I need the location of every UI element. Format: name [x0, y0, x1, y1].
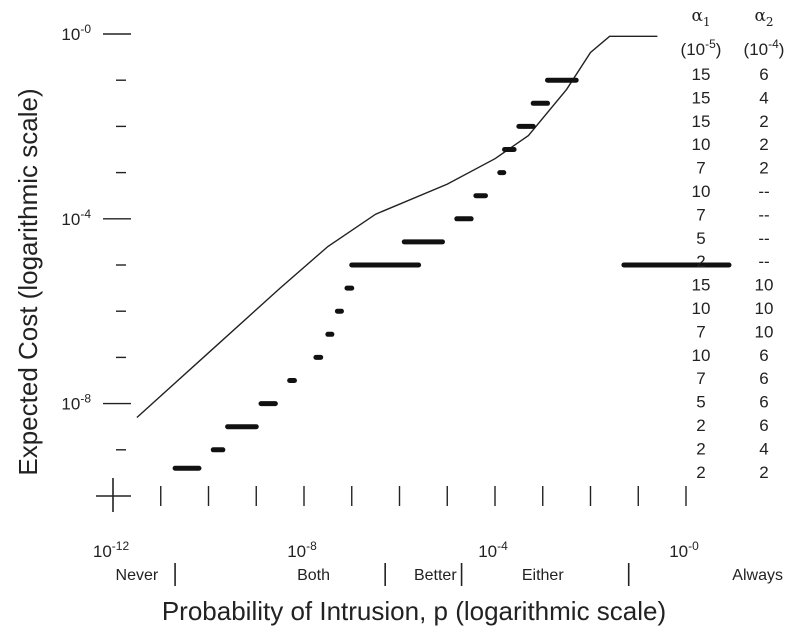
alpha1-value: 7	[696, 322, 705, 341]
alpha1-value: 5	[696, 393, 705, 412]
y-tick-label: 10-8	[61, 392, 91, 414]
alpha1-value: 10	[692, 135, 711, 154]
alpha1-value: 2	[696, 416, 705, 435]
y-tick-label: 10-0	[61, 22, 91, 44]
alpha1-value: 2	[696, 439, 705, 458]
alpha1-value: 15	[692, 276, 711, 295]
alpha1-value: 15	[692, 65, 711, 84]
alpha2-value: 2	[759, 159, 768, 178]
region-label: Better	[414, 567, 457, 584]
alpha-header-unit: (10-4)	[744, 37, 785, 59]
alpha2-value: 6	[759, 393, 768, 412]
alpha1-value: 7	[696, 369, 705, 388]
region-label: Either	[522, 567, 564, 584]
alpha2-value: 6	[759, 369, 768, 388]
decision-regions: Never Both Better Either Always	[116, 563, 783, 586]
alpha2-value: 10	[755, 322, 774, 341]
tick-labels: 10-12 10-8 10-4 10-0 10-0 10-4 10-8	[61, 22, 699, 561]
alpha2-value: 4	[759, 439, 768, 458]
alpha2-value: --	[758, 229, 769, 248]
alpha1-value: 7	[696, 159, 705, 178]
alpha1-value: 5	[696, 229, 705, 248]
alpha2-value: --	[758, 205, 769, 224]
alpha2-value: 4	[759, 88, 768, 107]
region-label: Both	[297, 567, 330, 584]
x-tick-label: 10-0	[669, 539, 699, 561]
tick-marks	[103, 33, 687, 506]
y-axis-label: Expected Cost (logarithmic scale)	[13, 88, 43, 475]
alpha2-value: 6	[759, 346, 768, 365]
alpha2-value: 10	[755, 299, 774, 318]
region-label: Never	[116, 567, 159, 584]
alpha2-value: 10	[755, 276, 774, 295]
alpha2-value: 2	[759, 135, 768, 154]
alpha2-value: 6	[759, 65, 768, 84]
alpha-table: α1 (10-5) α2 (10-4) 15 6 15 4 15 2 10 2 7 2 10 -- 7 -- 5 --…	[681, 6, 785, 482]
x-tick-label: 10-4	[478, 539, 508, 561]
x-tick-label: 10-12	[93, 539, 130, 561]
alpha1-value: 7	[696, 205, 705, 224]
cost-curve-layer	[136, 35, 658, 419]
axes	[96, 478, 131, 512]
alpha2-value: --	[758, 252, 769, 271]
alpha-header-unit: (10-5)	[681, 37, 722, 59]
alpha1-value: 10	[692, 299, 711, 318]
alpha1-value: 2	[696, 252, 705, 271]
alpha1-value: 15	[692, 112, 711, 131]
alpha-header-symbol: α2	[754, 6, 773, 29]
alpha1-value: 2	[696, 463, 705, 482]
y-tick-label: 10-4	[61, 207, 91, 229]
region-label: Always	[732, 567, 783, 584]
x-axis-label: Probability of Intrusion, p (logarithmic…	[162, 596, 666, 626]
alpha2-value: 2	[759, 463, 768, 482]
alpha2-value: 2	[759, 112, 768, 131]
alpha1-value: 10	[692, 346, 711, 365]
cost-curve	[136, 35, 658, 419]
alpha-header-symbol: α1	[691, 6, 710, 29]
alpha1-value: 15	[692, 88, 711, 107]
alpha2-value: 6	[759, 416, 768, 435]
data-segments	[172, 77, 732, 471]
alpha1-value: 10	[692, 182, 711, 201]
x-tick-label: 10-8	[287, 539, 317, 561]
alpha2-value: --	[758, 182, 769, 201]
